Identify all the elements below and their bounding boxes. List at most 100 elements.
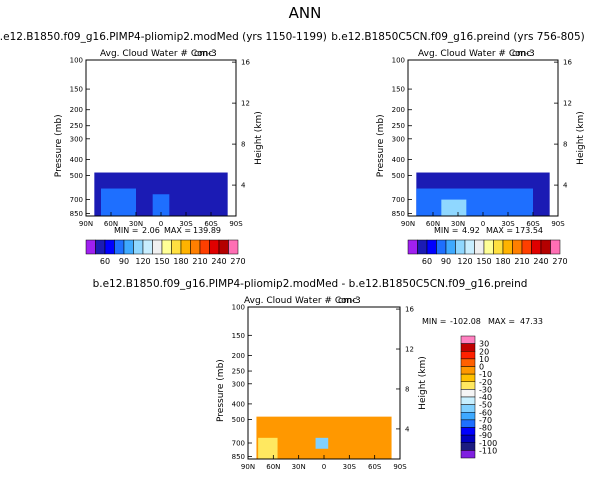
- colorbar-box: [180, 239, 191, 255]
- panel1-max-value: 139.89: [193, 226, 221, 235]
- x-tick-label: 90S: [393, 463, 407, 471]
- panel3-min-value: -102.08: [450, 317, 481, 326]
- y2-tick-label: 4: [241, 182, 246, 190]
- panel2-title: b.e12.B1850C5CN.f09_g16.preind (yrs 756-…: [331, 31, 584, 43]
- colorbar-box: [460, 343, 476, 352]
- panel2-plot: 100 150 200 250 300 400 500 700 850 16 12 8 4 90N 60N 3…: [376, 57, 586, 267]
- y2-tick-label: 12: [405, 346, 414, 354]
- y2-tick-label: 4: [405, 425, 410, 433]
- colorbar-label: 270: [552, 257, 567, 266]
- y2-tick-label: 8: [405, 385, 409, 393]
- y-tick-label: 200: [70, 106, 83, 114]
- y-tick-label: 200: [232, 352, 245, 360]
- x-tick-label: 60S: [526, 220, 540, 228]
- y2-axis-label: Height (km): [254, 111, 264, 165]
- colorbar-box: [209, 239, 220, 255]
- colorbar-box: [550, 239, 561, 255]
- colorbar-box: [460, 373, 476, 382]
- colorbar-box: [460, 442, 476, 451]
- colorbar-label: 60: [100, 257, 110, 266]
- panel1-subtitle: Avg. Cloud Water # Conc: [100, 49, 213, 59]
- x-tick-label: 90N: [79, 220, 93, 228]
- colorbar-box: [464, 239, 475, 255]
- colorbar-label: 90: [119, 257, 129, 266]
- y-tick-label: 250: [392, 122, 405, 130]
- y-tick-label: 250: [232, 368, 245, 376]
- colorbar-box: [502, 239, 513, 255]
- colorbar-box: [417, 239, 428, 255]
- colorbar-box: [218, 239, 229, 255]
- colorbar-label: 120: [457, 257, 472, 266]
- colorbar-label: -40: [479, 393, 492, 402]
- y-tick-label: 850: [70, 210, 83, 218]
- colorbar-box: [161, 239, 172, 255]
- y2-tick-label: 12: [241, 100, 250, 108]
- panel2-max-value: 173.54: [515, 226, 543, 235]
- heatmap-cell: [441, 199, 467, 216]
- y-axis-label: Pressure (mb): [376, 114, 386, 177]
- x-tick-label: 30N: [129, 220, 143, 228]
- colorbar-label: 150: [476, 257, 491, 266]
- colorbar-label: 0: [479, 363, 484, 372]
- colorbar-label: -20: [479, 378, 492, 387]
- colorbar-label: 60: [422, 257, 432, 266]
- colorbar-label: -110: [479, 446, 497, 455]
- colorbar-label: -10: [479, 370, 492, 379]
- colorbar-box: [521, 239, 532, 255]
- x-tick-label: 30N: [451, 220, 465, 228]
- colorbar-label: 270: [230, 257, 245, 266]
- y-tick-label: 500: [392, 172, 405, 180]
- y-tick-label: 300: [232, 380, 245, 388]
- x-tick-label: 60N: [104, 220, 118, 228]
- panel3-units: cm-3: [338, 296, 361, 306]
- colorbar-box: [95, 239, 106, 255]
- y-tick-label: 400: [232, 400, 245, 408]
- colorbar-box: [460, 412, 476, 421]
- colorbar-box: [85, 239, 96, 255]
- x-tick-label: 60S: [204, 220, 218, 228]
- colorbar-label: -30: [479, 385, 492, 394]
- y2-tick-label: 8: [241, 141, 245, 149]
- panel1-min-label: MIN =: [114, 226, 139, 235]
- colorbar-label: 210: [192, 257, 207, 266]
- colorbar-box: [460, 381, 476, 390]
- colorbar-box: [426, 239, 437, 255]
- colorbar-box: [123, 239, 134, 255]
- colorbar-box: [199, 239, 210, 255]
- y2-axis-label: Height (km): [576, 111, 586, 165]
- x-tick-label: 30S: [343, 463, 357, 471]
- panel3-max-label: MAX =: [488, 317, 515, 326]
- colorbar-box: [512, 239, 523, 255]
- panel1-min-value: 2.06: [142, 226, 160, 235]
- x-tick-label: 30S: [179, 220, 193, 228]
- colorbar-label: -90: [479, 431, 492, 440]
- x-tick-label: 60N: [266, 463, 280, 471]
- panel3-min-label: MIN =: [422, 317, 447, 326]
- y-tick-label: 300: [392, 135, 405, 143]
- y-tick-label: 250: [70, 122, 83, 130]
- colorbar-label: 20: [479, 347, 489, 356]
- x-tick-label: 90S: [229, 220, 243, 228]
- colorbar-box: [445, 239, 456, 255]
- colorbar-label: -80: [479, 424, 492, 433]
- y-tick-label: 700: [392, 196, 405, 204]
- y-tick-label: 500: [232, 416, 245, 424]
- heatmap-cell: [152, 194, 170, 216]
- y-axis-label: Pressure (mb): [54, 114, 64, 177]
- panel2-units: cm-3: [512, 49, 535, 59]
- colorbar-label: -70: [479, 416, 492, 425]
- heatmap-cell: [101, 188, 136, 216]
- y-tick-label: 300: [70, 135, 83, 143]
- colorbar-box: [436, 239, 447, 255]
- colorbar-box: [190, 239, 201, 255]
- x-tick-label: 60N: [426, 220, 440, 228]
- y-tick-label: 200: [392, 106, 405, 114]
- colorbar-box: [460, 404, 476, 413]
- x-tick-label: 30N: [292, 463, 306, 471]
- colorbar-box: [171, 239, 182, 255]
- heatmap-cell: [416, 188, 533, 216]
- y-tick-label: 150: [392, 86, 405, 94]
